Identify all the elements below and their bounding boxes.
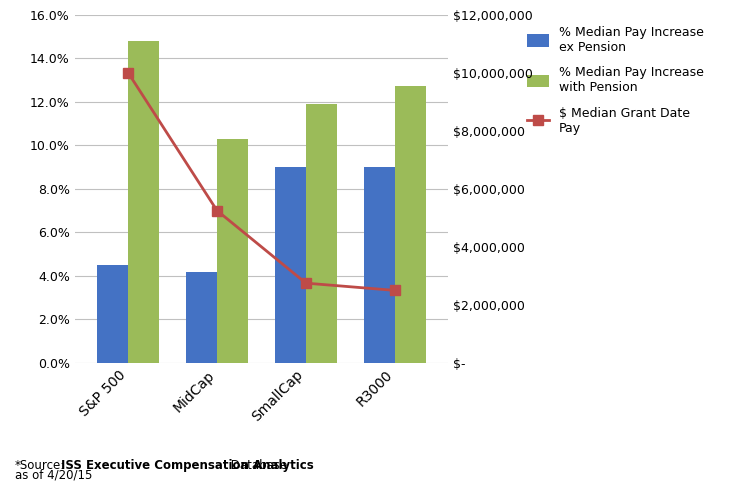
Bar (306, 104, 337, 363)
Text: *Source:: *Source: (15, 459, 65, 472)
Text: ISS Executive Compensation Analytics: ISS Executive Compensation Analytics (61, 459, 314, 472)
Text: as of 4/20/15: as of 4/20/15 (15, 469, 93, 482)
Bar (395, 87, 426, 363)
Bar (186, 272, 217, 363)
Bar (275, 167, 306, 363)
Text: Database: Database (227, 459, 288, 472)
Legend: % Median Pay Increase
ex Pension, % Median Pay Increase
with Pension, $ Median G: % Median Pay Increase ex Pension, % Medi… (521, 21, 709, 140)
Bar (128, 41, 159, 363)
Bar (97, 265, 128, 363)
Bar (217, 139, 248, 363)
Bar (364, 167, 395, 363)
